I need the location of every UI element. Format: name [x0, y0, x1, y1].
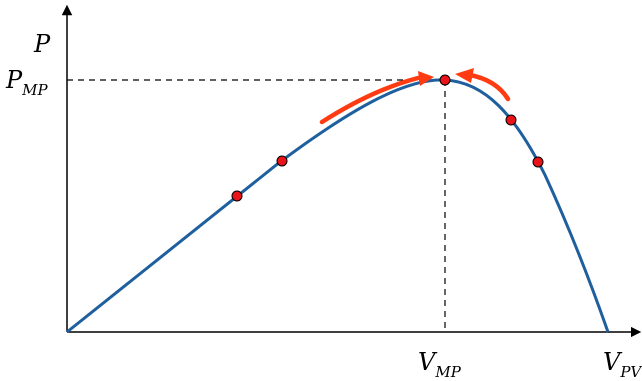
y-axis-label: P: [33, 30, 51, 58]
v-pv-label: VPV: [603, 348, 642, 381]
tracking-arrow-left: [319, 71, 434, 125]
max-power-point: [439, 74, 451, 86]
operating-point: [505, 114, 517, 126]
v-mp-label: VMP: [418, 348, 462, 381]
operating-point: [276, 155, 288, 167]
operating-point: [231, 190, 243, 202]
p-mp-label: PMP: [5, 66, 49, 99]
power-curve: [66, 78, 610, 334]
tracking-arrow-right: [455, 68, 511, 102]
operating-point: [532, 156, 544, 168]
